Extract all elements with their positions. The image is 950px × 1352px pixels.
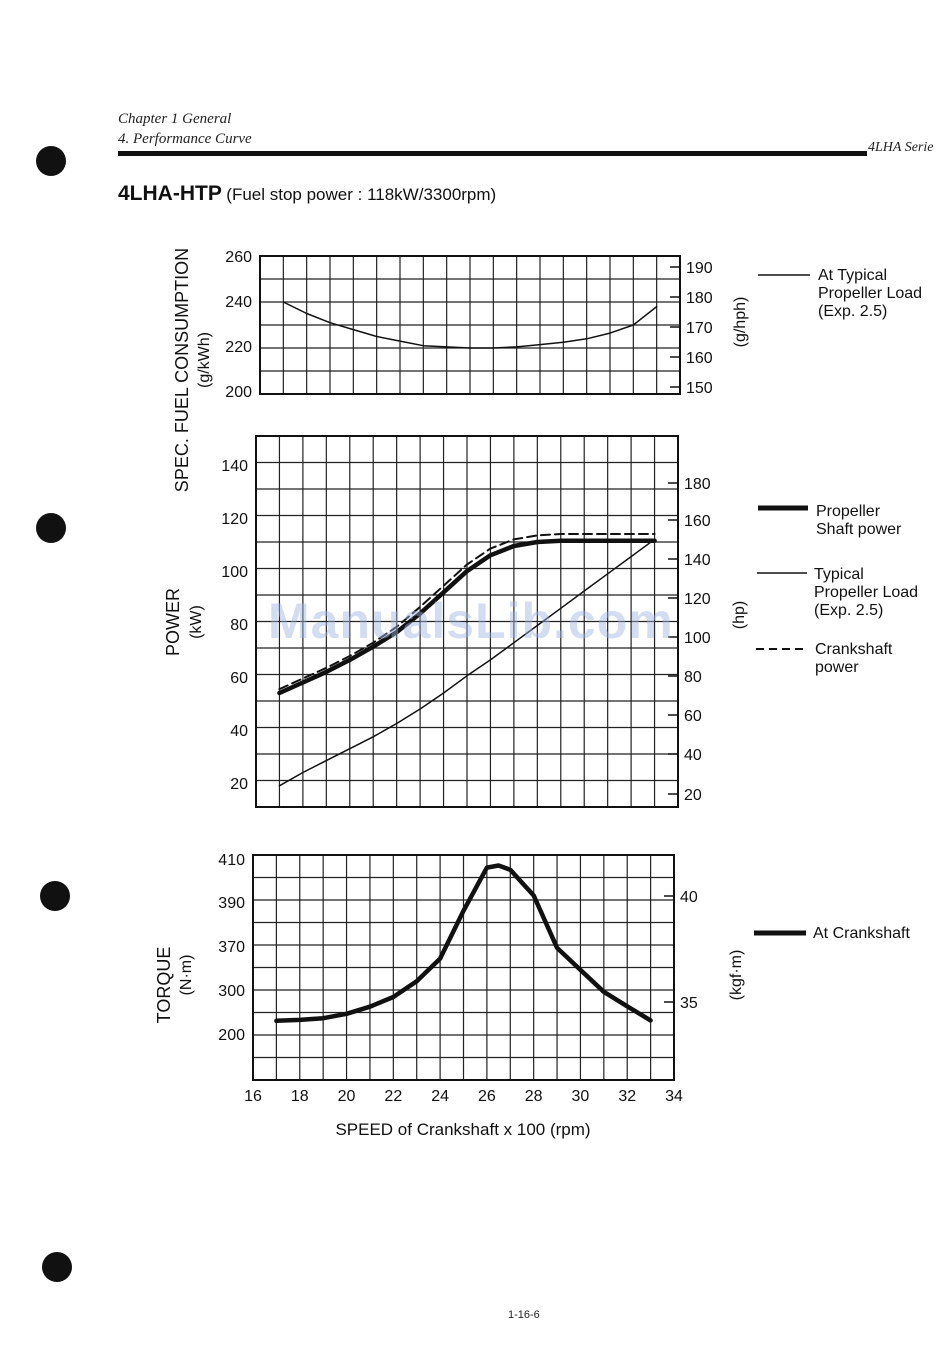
power-right-tick-label: 160 bbox=[684, 513, 711, 530]
legend-fuel-text: At Typical bbox=[818, 267, 887, 284]
power-right-tick-label: 80 bbox=[684, 669, 702, 686]
power-ytick-label: 60 bbox=[230, 670, 248, 687]
xtick-label: 26 bbox=[478, 1088, 496, 1105]
fuel-right-tick-label: 180 bbox=[686, 290, 713, 307]
xtick-label: 28 bbox=[525, 1088, 543, 1105]
torque-ytick-label: 390 bbox=[218, 895, 245, 912]
power-ytick-label: 100 bbox=[221, 564, 248, 581]
power-ylabel-right: (hp) bbox=[731, 601, 748, 629]
power-series-line-1 bbox=[278, 538, 656, 787]
fuel-ytick-label: 240 bbox=[225, 294, 252, 311]
page-number: 1-16-6 bbox=[508, 1309, 540, 1321]
power-ytick-label: 140 bbox=[221, 458, 248, 475]
fuel-right-tick-label: 150 bbox=[686, 380, 713, 397]
legend-load-text: Typical bbox=[814, 566, 864, 583]
power-ytick-label: 20 bbox=[230, 776, 248, 793]
fuel-ytick-label: 220 bbox=[225, 339, 252, 356]
power-right-tick-label: 180 bbox=[684, 476, 711, 493]
model-name: 4LHA-HTP bbox=[118, 182, 222, 205]
power-ytick-label: 40 bbox=[230, 723, 248, 740]
fuel-ytick-label: 260 bbox=[225, 249, 252, 266]
series-label: 4LHA Serie bbox=[868, 140, 934, 155]
fuel-ylabel-unit: (g/kWh) bbox=[196, 332, 213, 388]
xtick-label: 16 bbox=[244, 1088, 262, 1105]
xtick-label: 34 bbox=[665, 1088, 683, 1105]
torque-ytick-label: 370 bbox=[218, 939, 245, 956]
chapter-label: Chapter 1 General bbox=[118, 111, 232, 127]
header-rule bbox=[118, 151, 867, 156]
legend-crank-text: Crankshaft bbox=[815, 641, 893, 658]
legend-crank-text: power bbox=[815, 659, 859, 676]
torque-right-tick-label: 40 bbox=[680, 889, 698, 906]
binder-hole-4 bbox=[42, 1252, 72, 1282]
torque-ytick-label: 300 bbox=[218, 983, 245, 1000]
legend-load-text: Propeller Load bbox=[814, 584, 918, 601]
power-ytick-label: 120 bbox=[221, 511, 248, 528]
fuel-right-tick-label: 190 bbox=[686, 260, 713, 277]
legend-shaft-text: Shaft power bbox=[816, 521, 902, 538]
power-right-tick-label: 20 bbox=[684, 787, 702, 804]
torque-ylabel-unit: (N·m) bbox=[178, 955, 195, 996]
x-axis-label: SPEED of Crankshaft x 100 (rpm) bbox=[335, 1120, 590, 1139]
power-right-tick-label: 140 bbox=[684, 552, 711, 569]
heading-subtitle: (Fuel stop power : 118kW/3300rpm) bbox=[226, 185, 497, 204]
fuel-ytick-label: 200 bbox=[225, 384, 252, 401]
xtick-label: 32 bbox=[618, 1088, 636, 1105]
legend-fuel-text: (Exp. 2.5) bbox=[818, 303, 887, 320]
power-right-tick-label: 40 bbox=[684, 747, 702, 764]
torque-series-line-0 bbox=[274, 863, 653, 1024]
legend-load-text: (Exp. 2.5) bbox=[814, 602, 883, 619]
watermark: ManualsLib.com bbox=[268, 593, 674, 649]
power-frame bbox=[255, 435, 679, 808]
fuel-series-line-0 bbox=[282, 301, 658, 349]
fuel-right-tick-label: 170 bbox=[686, 320, 713, 337]
fuel-frame bbox=[259, 255, 681, 395]
torque-ytick-label: 200 bbox=[218, 1027, 245, 1044]
power-ytick-label: 80 bbox=[230, 617, 248, 634]
power-right-tick-label: 60 bbox=[684, 708, 702, 725]
fuel-right-tick-label: 160 bbox=[686, 350, 713, 367]
power-series-line-2 bbox=[278, 533, 656, 691]
fuel-ylabel-right: (g/hph) bbox=[732, 297, 749, 348]
legend-fuel-text: Propeller Load bbox=[818, 285, 922, 302]
page-heading: 4LHA-HTP (Fuel stop power : 118kW/3300rp… bbox=[118, 182, 496, 206]
torque-frame bbox=[252, 854, 675, 1081]
xtick-label: 18 bbox=[291, 1088, 309, 1105]
binder-hole-3 bbox=[40, 881, 70, 911]
power-ylabel: POWER bbox=[163, 588, 183, 656]
binder-hole-2 bbox=[36, 513, 66, 543]
legend-shaft-text: Propeller bbox=[816, 503, 881, 520]
xtick-label: 22 bbox=[384, 1088, 402, 1105]
xtick-label: 24 bbox=[431, 1088, 449, 1105]
fuel-ylabel: SPEC. FUEL CONSUMPTION bbox=[172, 248, 192, 492]
binder-hole-1 bbox=[36, 146, 66, 176]
xtick-label: 20 bbox=[338, 1088, 356, 1105]
torque-ylabel-right: (kgf·m) bbox=[728, 950, 745, 1001]
section-label: 4. Performance Curve bbox=[118, 131, 252, 147]
torque-ytick-label: 410 bbox=[218, 852, 245, 869]
power-series-line-0 bbox=[277, 538, 657, 696]
power-right-tick-label: 100 bbox=[684, 630, 711, 647]
torque-ylabel: TORQUE bbox=[154, 947, 174, 1024]
torque-right-tick-label: 35 bbox=[680, 995, 698, 1012]
xtick-label: 30 bbox=[572, 1088, 590, 1105]
power-ylabel-unit: (kW) bbox=[188, 605, 205, 639]
power-right-tick-label: 120 bbox=[684, 591, 711, 608]
legend-torque-text: At Crankshaft bbox=[813, 925, 910, 942]
